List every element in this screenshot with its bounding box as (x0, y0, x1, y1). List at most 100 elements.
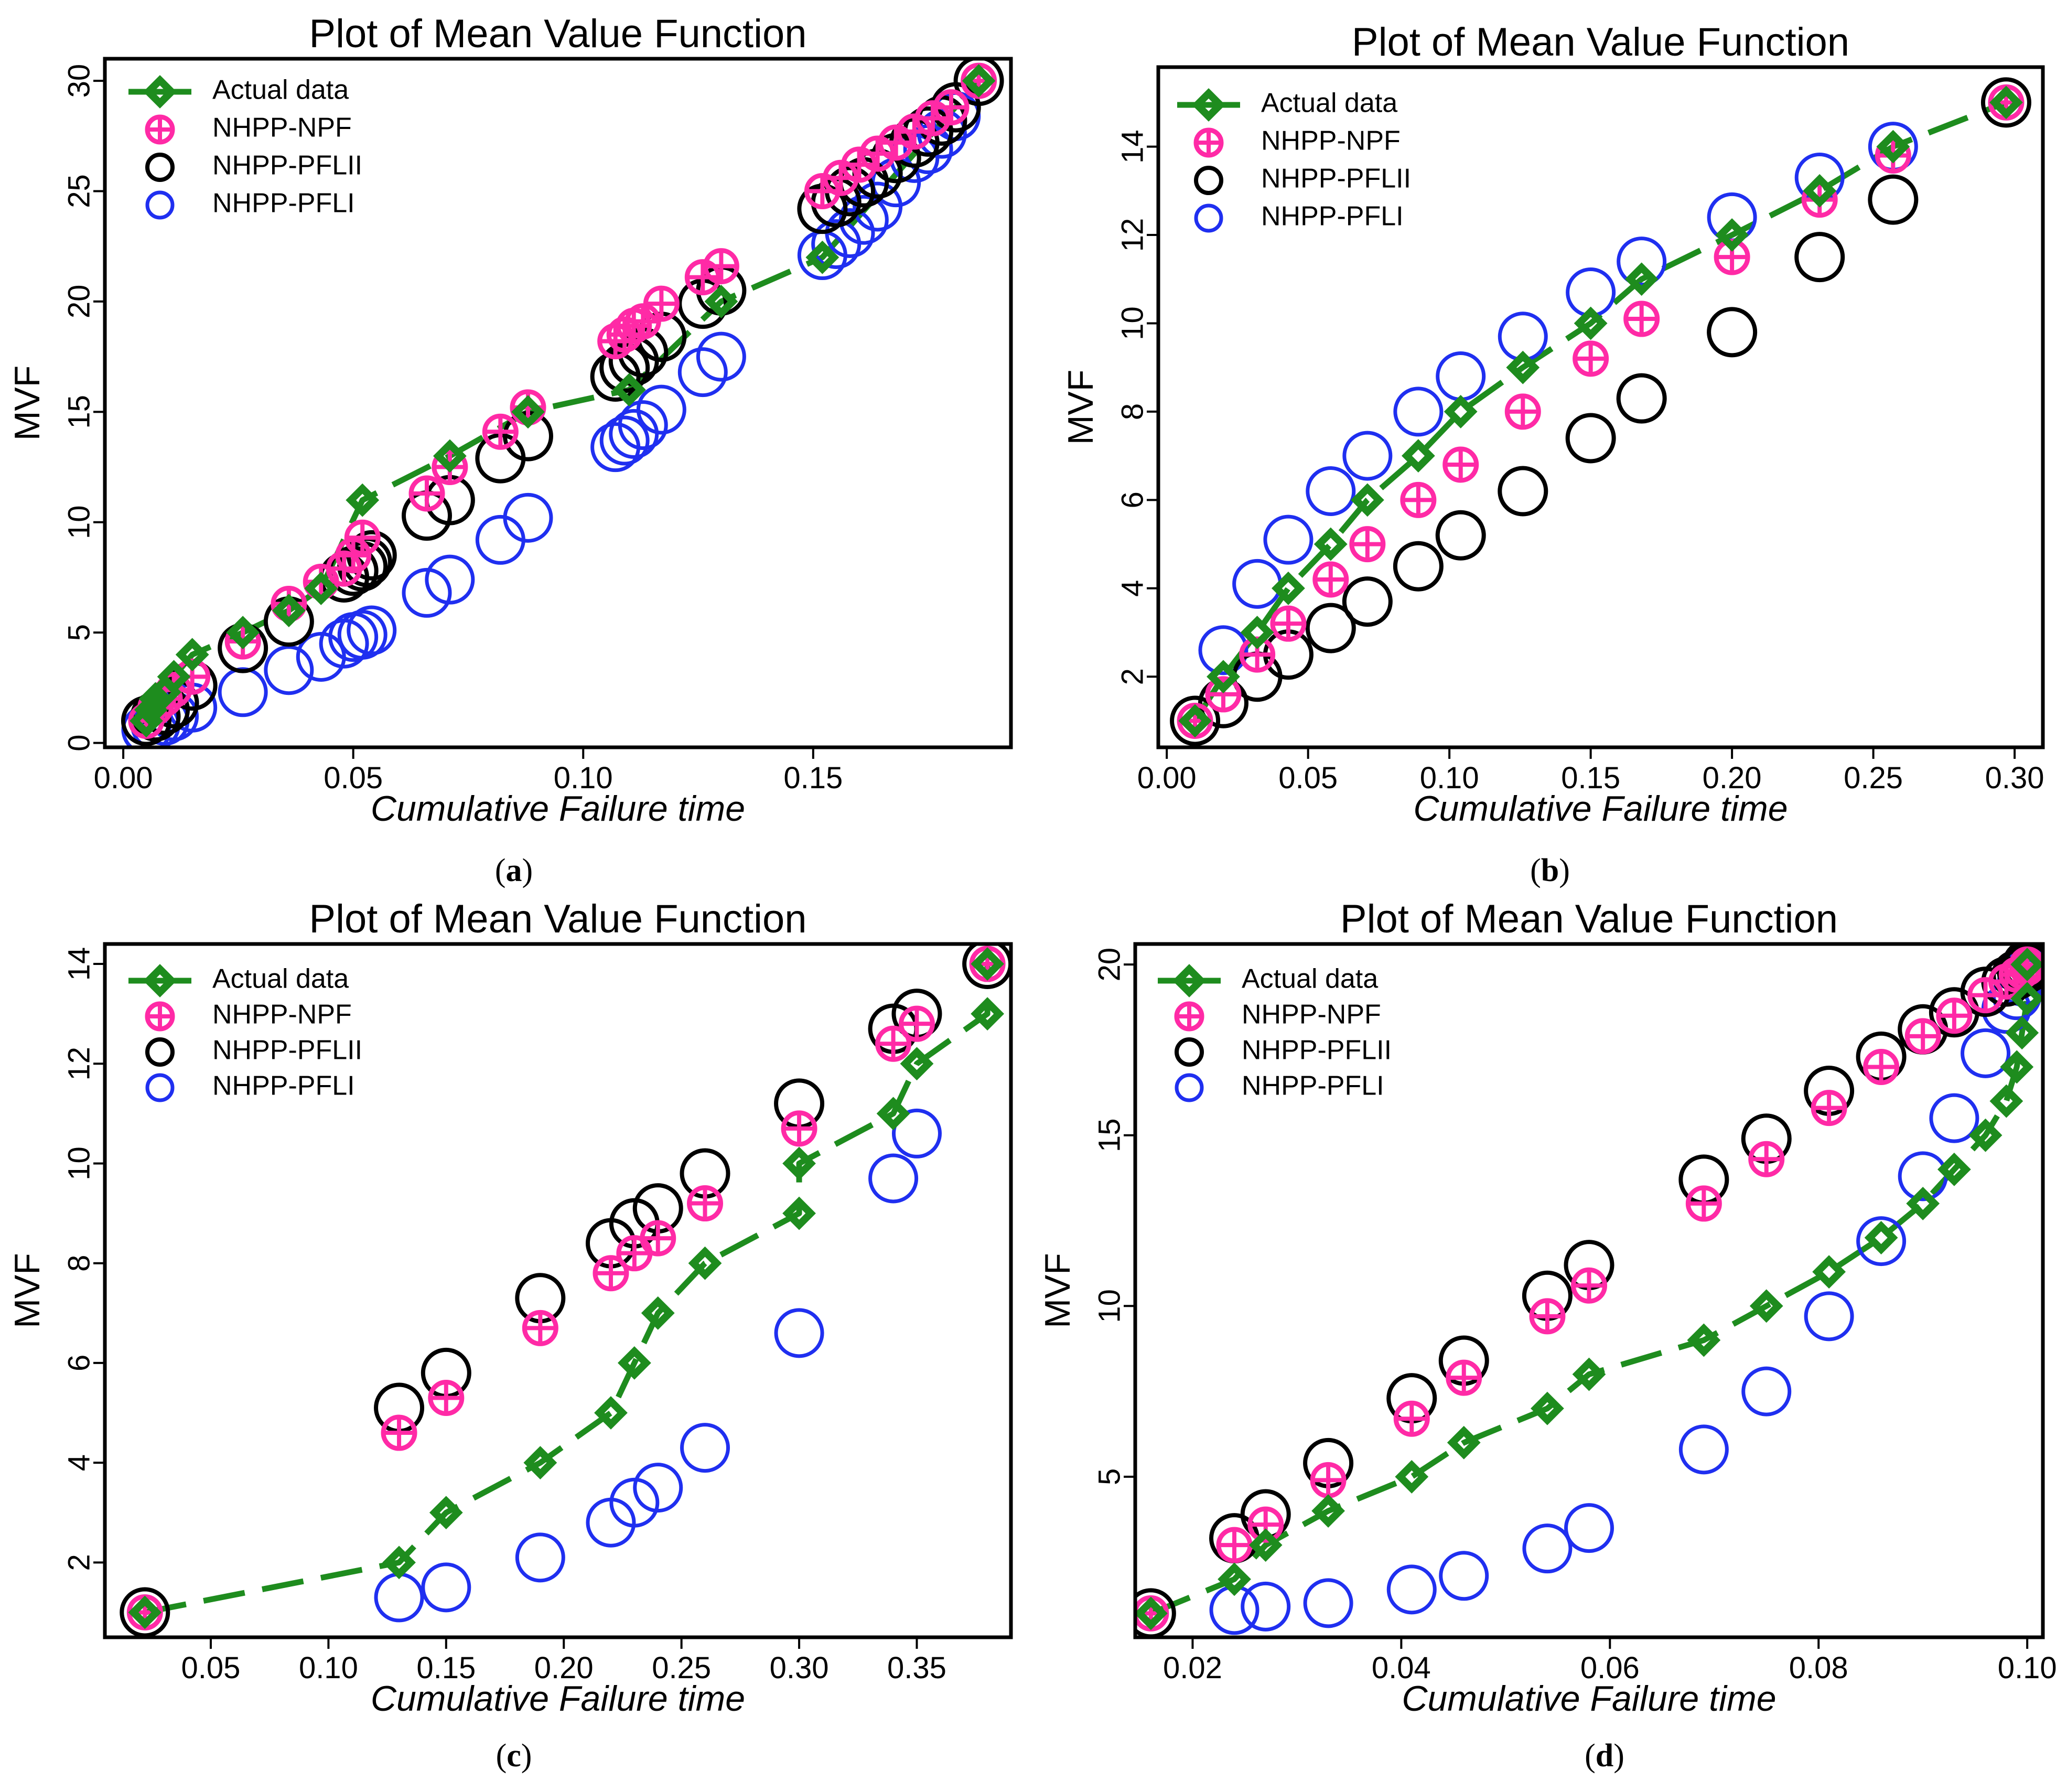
pflii-point (120, 1587, 170, 1637)
pflii-point (953, 59, 1004, 106)
pflii-point (1868, 174, 1919, 225)
legend-npf-symbol (145, 114, 175, 145)
x-axis-label: Cumulative Failure time (1413, 789, 1788, 829)
pfli-point (633, 1463, 683, 1513)
pfli-point (677, 347, 728, 398)
legend-actual-diamond (143, 964, 177, 997)
y-tick-label: 30 (62, 64, 96, 98)
legend-label: NHPP-PFLII (212, 151, 362, 181)
legend-npf-symbol (1193, 127, 1224, 158)
actual-point (1531, 1391, 1564, 1425)
actual-point (2010, 948, 2043, 981)
plot-frame (103, 942, 1013, 1639)
y-tick-label: 8 (1115, 403, 1149, 420)
pfli-point (1961, 1028, 2011, 1078)
actual-point (962, 64, 996, 98)
pfli-point (264, 645, 314, 695)
y-tick-label: 6 (62, 1355, 96, 1371)
plot-area (120, 944, 1011, 1637)
npf-point (1748, 1141, 1785, 1177)
x-tick-label: 0.25 (652, 1651, 711, 1685)
actual-point (1178, 704, 1212, 738)
pfli-point (1386, 1564, 1437, 1615)
npf-point (1216, 1527, 1253, 1563)
actual-point (382, 1546, 416, 1580)
legend-npf-symbol (145, 1001, 175, 1032)
actual-point (704, 285, 738, 318)
x-tick-label: 0.00 (94, 761, 153, 795)
actual-point (1803, 174, 1837, 208)
legend-label: NHPP-PFLII (1242, 1035, 1392, 1066)
x-tick-label: 0.04 (1372, 1651, 1431, 1685)
npf-point (1571, 1267, 1607, 1304)
legend-label: NHPP-PFLII (212, 1035, 362, 1066)
npf-point (522, 1310, 558, 1346)
actual-point (688, 1246, 722, 1280)
actual-point (272, 594, 306, 627)
actual-point (1989, 85, 2023, 120)
legend-label: NHPP-NPF (212, 1000, 352, 1030)
actual-point (612, 373, 646, 407)
npf-point (1442, 446, 1479, 483)
y-tick-label: 5 (62, 624, 96, 641)
pfli-point (503, 492, 553, 543)
x-axis-label: Cumulative Failure time (1402, 1679, 1776, 1719)
actual-point (2000, 1050, 2034, 1084)
pflii-point (1305, 603, 1356, 653)
panel-caption: (a) (495, 853, 533, 888)
pfli-point (1804, 1291, 1854, 1342)
npf-point (1446, 1359, 1482, 1396)
npf-point (616, 1235, 653, 1272)
y-tick-label: 2 (62, 1554, 96, 1571)
actual-data-line (144, 964, 991, 1615)
panel-c: Plot of Mean Value Function Cumulative Fa… (7, 897, 1013, 1719)
npf-point (687, 1185, 724, 1222)
pflii-point (1342, 576, 1393, 627)
chart-title: Plot of Mean Value Function (1340, 897, 1838, 941)
y-tick-label: 10 (1115, 306, 1149, 340)
legend: Actual data NHPP-NPF NHPP-PFLII NHPP-PFLI (1177, 88, 1411, 233)
y-tick-label: 6 (1115, 491, 1149, 508)
actual-point (1218, 1562, 1251, 1596)
x-axis-label: Cumulative Failure time (371, 789, 745, 829)
pfli-point (1741, 1366, 1792, 1417)
actual-point (1574, 306, 1608, 340)
legend-label: Actual data (212, 75, 349, 105)
y-tick-label: 15 (1092, 1118, 1126, 1152)
plot-frame (1156, 65, 2045, 749)
chart-title: Plot of Mean Value Function (309, 897, 806, 941)
actual-point (1314, 527, 1348, 561)
npf-point (428, 1379, 465, 1416)
pfli-point (1564, 1503, 1614, 1553)
panel-d: Plot of Mean Value Function Cumulative Fa… (1038, 897, 2057, 1719)
actual-point (641, 1296, 675, 1330)
pfli-point (1232, 559, 1283, 609)
actual-data-line (1192, 100, 2007, 723)
y-axis-label: MVF (1061, 370, 1101, 445)
pfli-point (1263, 514, 1314, 565)
y-tick-label: 8 (62, 1255, 96, 1272)
x-axis-label: Cumulative Failure time (371, 1679, 745, 1719)
y-tick-label: 2 (1115, 668, 1149, 685)
pfli-point (402, 567, 452, 618)
pfli-point (599, 415, 650, 466)
pflii-point (1980, 77, 2031, 128)
panel-caption: (c) (496, 1738, 532, 1774)
y-tick-label: 5 (1092, 1468, 1126, 1485)
legend: Actual data NHPP-NPF NHPP-PFLII NHPP-PFLI (128, 964, 362, 1102)
legend-pflii-symbol (1194, 166, 1223, 195)
pfli-point (1929, 1093, 1979, 1143)
legend-pflii-symbol (1175, 1037, 1204, 1067)
pfli-point (1241, 1581, 1291, 1632)
chart-title: Plot of Mean Value Function (309, 12, 806, 56)
pfli-point (1522, 1523, 1573, 1574)
actual-point (1812, 1255, 1846, 1289)
npf-point (1573, 340, 1609, 377)
y-tick-label: 20 (62, 285, 96, 319)
legend-label: Actual data (1261, 88, 1397, 119)
actual-point (1240, 616, 1274, 649)
pflii-point (1170, 695, 1221, 746)
pfli-point (696, 331, 746, 382)
y-tick-label: 14 (62, 947, 96, 981)
